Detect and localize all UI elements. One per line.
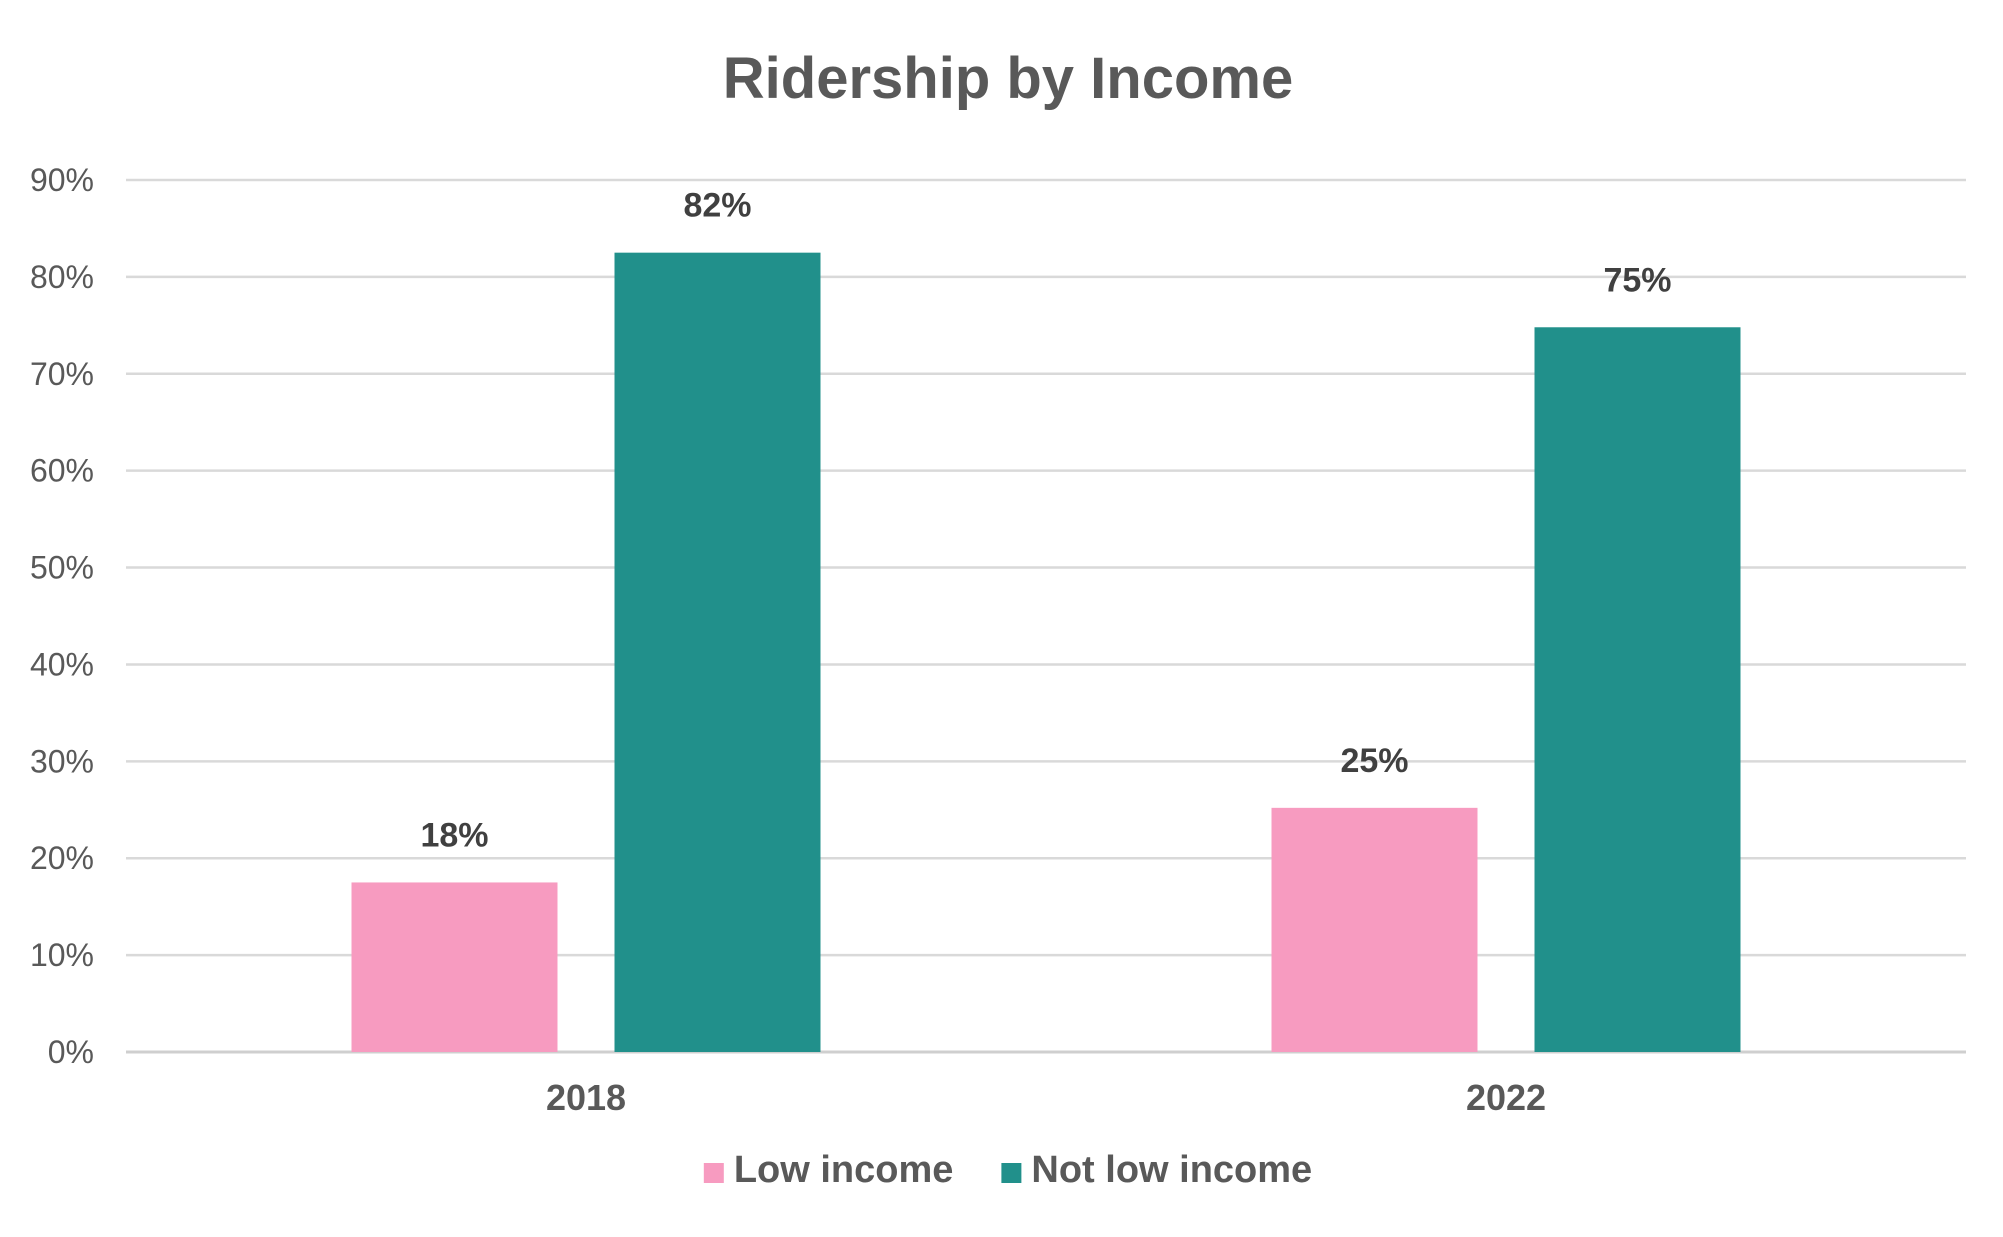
chart-title: Ridership by Income: [723, 46, 1293, 111]
bars: [351, 252, 1741, 1052]
y-tick-label: 10%: [30, 937, 94, 973]
legend-swatch: [703, 1163, 724, 1183]
bar-not-low-income-2022: [1534, 327, 1741, 1052]
data-label: 25%: [1340, 742, 1408, 780]
legend-item-not-low-income: Not low income: [1001, 1149, 1312, 1191]
data-label: 75%: [1603, 261, 1671, 299]
data-label: 18%: [420, 816, 488, 854]
bar-not-low-income-2018: [614, 252, 821, 1052]
category-label: 2018: [546, 1077, 626, 1118]
bar-low-income-2018: [351, 882, 558, 1052]
x-axis-category-labels: 2018 2022: [546, 1077, 1546, 1118]
y-tick-label: 90%: [30, 162, 94, 198]
y-tick-label: 20%: [30, 840, 94, 876]
y-tick-label: 0%: [48, 1034, 94, 1070]
legend-swatch: [1001, 1163, 1022, 1183]
legend-label: Not low income: [1031, 1149, 1312, 1191]
data-labels: 18% 82% 25% 75%: [420, 187, 1671, 855]
data-label: 82%: [683, 187, 751, 225]
legend: Low income Not low income: [703, 1149, 1312, 1191]
legend-item-low-income: Low income: [703, 1149, 954, 1191]
y-tick-label: 40%: [30, 646, 94, 682]
legend-label: Low income: [734, 1149, 954, 1191]
y-tick-label: 70%: [30, 356, 94, 392]
category-label: 2022: [1466, 1077, 1546, 1118]
y-tick-label: 80%: [30, 259, 94, 295]
y-tick-label: 30%: [30, 743, 94, 779]
bar-low-income-2022: [1271, 807, 1478, 1052]
y-tick-label: 60%: [30, 453, 94, 489]
y-tick-label: 50%: [30, 550, 94, 586]
y-axis-tick-labels: 0% 10% 20% 30% 40% 50% 60% 70% 80% 90%: [30, 162, 94, 1070]
